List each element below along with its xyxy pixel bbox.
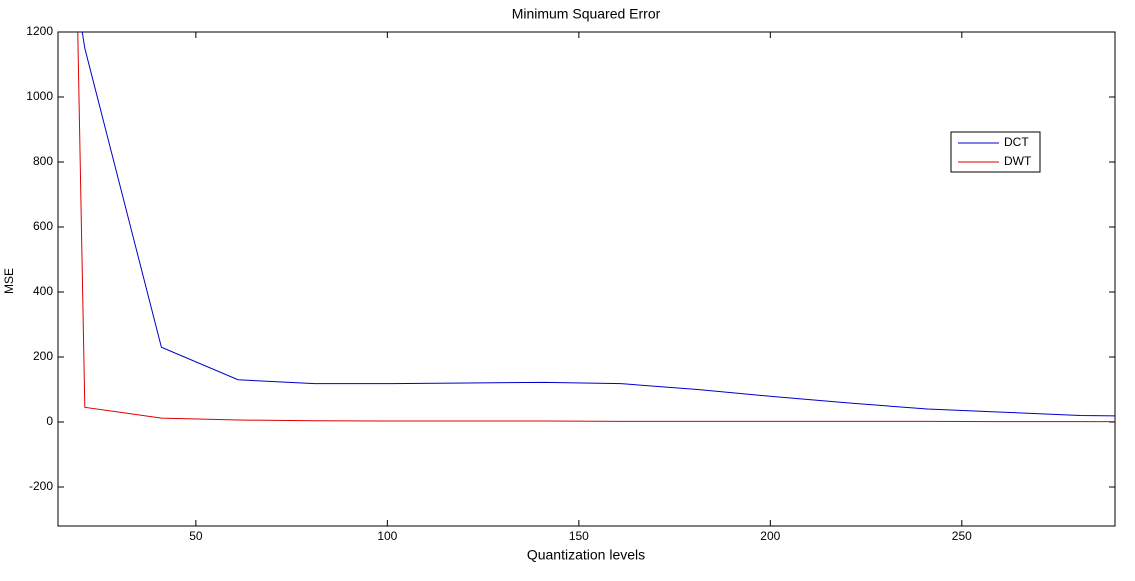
y-tick-label: -200 bbox=[29, 479, 53, 493]
x-tick-label: 150 bbox=[569, 529, 589, 543]
y-tick-label: 600 bbox=[33, 219, 53, 233]
x-tick-label: 100 bbox=[377, 529, 397, 543]
x-tick-label: 250 bbox=[952, 529, 972, 543]
y-tick-label: 400 bbox=[33, 284, 53, 298]
data-line bbox=[77, 32, 1115, 423]
x-tick-label: 50 bbox=[189, 529, 203, 543]
x-axis-label: Quantization levels bbox=[527, 547, 645, 563]
legend-label: DCT bbox=[1004, 135, 1029, 149]
x-tick-label: 200 bbox=[760, 529, 780, 543]
plot-area bbox=[57, 31, 1116, 527]
y-tick-label: 1000 bbox=[26, 89, 53, 103]
chart-title: Minimum Squared Error bbox=[512, 6, 661, 22]
legend-label: DWT bbox=[1004, 154, 1032, 168]
y-tick-label: 1200 bbox=[26, 24, 53, 38]
y-tick-label: 200 bbox=[33, 349, 53, 363]
data-line bbox=[81, 32, 1115, 417]
y-axis-label: MSE bbox=[2, 268, 16, 294]
y-tick-label: 0 bbox=[46, 414, 53, 428]
y-tick-label: 800 bbox=[33, 154, 53, 168]
legend-box bbox=[950, 131, 1041, 173]
plot-lines bbox=[77, 32, 1115, 423]
